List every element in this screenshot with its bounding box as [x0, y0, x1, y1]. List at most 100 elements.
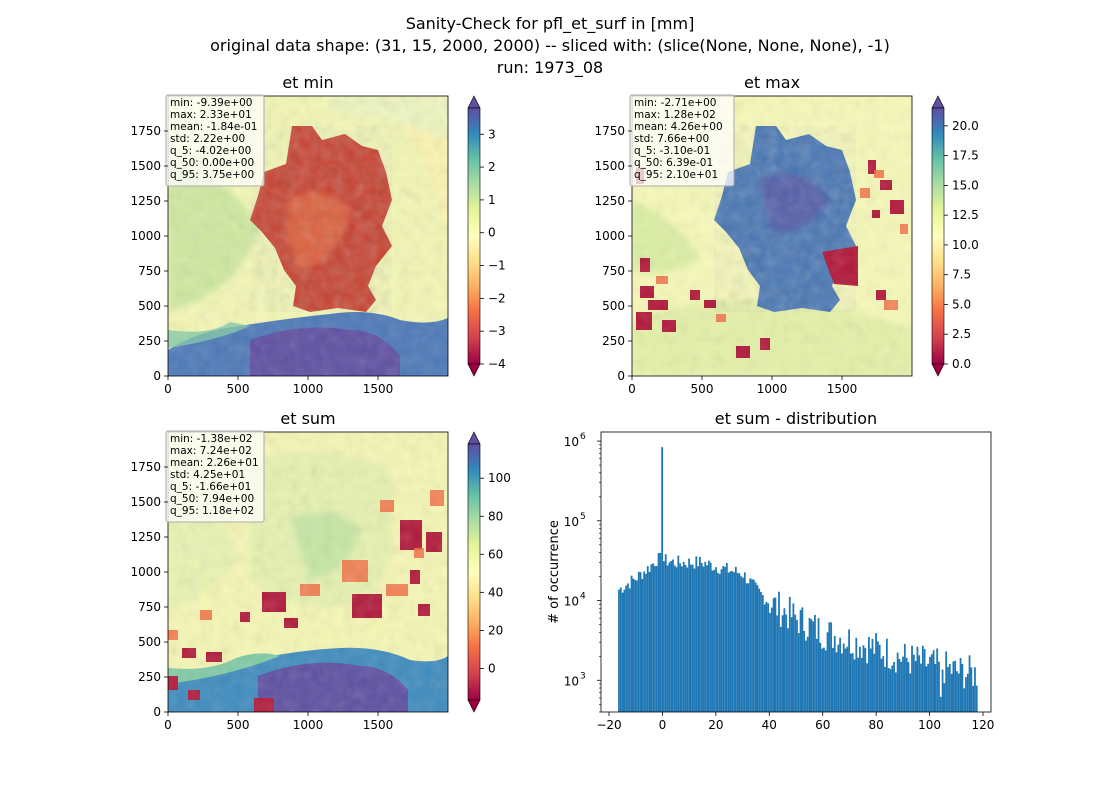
histogram-bar	[866, 663, 868, 712]
stat-min: min: -1.38e+02	[170, 433, 252, 445]
histogram-bar	[618, 589, 620, 712]
stats-box-et-min: min: -9.39e+00 max: 2.33e+01 mean: -1.84…	[165, 94, 265, 187]
histogram-bar	[706, 565, 708, 712]
colorbar-tick-label: 20	[488, 623, 503, 637]
histogram-bar	[749, 578, 752, 712]
stat-mean: mean: 4.26e+00	[634, 121, 723, 133]
colorbar-tick-label: 20.0	[952, 119, 979, 133]
histogram-bar	[965, 677, 967, 712]
histogram-bar	[875, 633, 877, 712]
histogram-bar	[927, 663, 930, 712]
x-tick-label: 80	[868, 718, 883, 732]
x-tick-label: 1000	[293, 382, 324, 396]
histogram-bar	[648, 571, 651, 712]
panel-et-min: et min min: -9.39e+00 max: 2.33e+01 mean…	[130, 73, 505, 396]
histogram-bar	[691, 564, 694, 712]
histogram-bar	[925, 666, 928, 712]
histogram-bar	[684, 564, 687, 712]
y-tick-exponent: 5	[580, 512, 586, 522]
x-tick-label: 500	[227, 382, 250, 396]
histogram-bar	[716, 572, 719, 712]
y-tick-label: 250	[138, 670, 161, 684]
x-tick-label: 1500	[827, 382, 858, 396]
y-tick-exponent: 6	[580, 432, 586, 442]
histogram-bar	[718, 573, 721, 712]
histogram-bar	[751, 579, 753, 712]
histogram-bar	[821, 648, 824, 712]
colorbar-et-min: −4 −3 −2 −1 0 1 2 3	[467, 95, 506, 377]
histogram-bar	[810, 619, 813, 712]
histogram-bar	[824, 650, 827, 712]
histogram-bar	[920, 663, 922, 712]
histogram-bar	[880, 658, 883, 712]
histogram-bar	[914, 660, 917, 712]
y-tick-label: 1500	[130, 495, 161, 509]
axis-ticks-et-sum: 0 500 1000 1500 0 250 500 750 1000 1250 1500 1750	[130, 460, 393, 732]
colorbar-tick-label: 60	[488, 547, 503, 561]
histogram-bar	[858, 646, 861, 712]
histogram-bar	[882, 656, 885, 712]
histogram-bar	[778, 591, 780, 712]
histogram-bar	[769, 612, 771, 712]
stat-min: min: -9.39e+00	[170, 97, 252, 109]
histogram-bar	[704, 561, 707, 712]
stat-max: max: 1.28e+02	[634, 109, 716, 121]
histogram-bar	[815, 638, 818, 712]
colorbar-tick-label: 100	[488, 471, 511, 485]
histogram-bar	[758, 588, 761, 712]
histogram-bar	[785, 614, 788, 712]
histogram-bar	[636, 580, 638, 712]
histogram-bar	[867, 637, 870, 712]
colorbar-tick-label: 0	[488, 661, 496, 675]
histogram-bar	[936, 648, 939, 712]
histogram-bar	[853, 659, 856, 712]
x-tick-label: 0	[659, 718, 667, 732]
histogram-bar	[826, 632, 829, 712]
histogram-bar	[938, 661, 940, 712]
histogram-bar	[921, 645, 924, 712]
histogram-bar	[801, 607, 804, 712]
x-tick-label: 120	[972, 718, 995, 732]
histogram-bar	[970, 667, 973, 712]
histogram-bar	[912, 654, 915, 712]
histogram-bar	[738, 573, 741, 712]
histogram-bar	[887, 667, 890, 712]
histogram-bar	[781, 615, 784, 712]
stat-q95: q_95: 1.18e+02	[170, 505, 254, 517]
y-tick-label: 500	[138, 299, 161, 313]
axis-ticks-et-max: 0 500 1000 1500 0 250 500 750 1000 1250 1500 1750	[594, 124, 857, 396]
colorbar-tick-label: 12.5	[952, 208, 979, 222]
colorbar-tick-label: 0	[488, 226, 496, 240]
histogram-bar	[657, 553, 660, 712]
histogram-bar	[654, 566, 656, 712]
histogram-bar	[686, 567, 689, 712]
stat-mean: mean: -1.84e-01	[170, 121, 257, 133]
histogram-bar	[695, 556, 698, 712]
histogram-bar	[891, 665, 894, 712]
histogram-bar	[860, 657, 863, 712]
histogram-bar	[628, 588, 631, 712]
histogram-bar	[873, 653, 876, 712]
y-tick-label: 1250	[594, 194, 625, 208]
panel-et-max: et max	[594, 73, 978, 396]
histogram-bar	[864, 648, 867, 712]
histogram-bar	[857, 657, 859, 712]
y-tick-label: 1750	[130, 124, 161, 138]
histogram-bar	[655, 566, 658, 712]
histogram-bar	[855, 637, 858, 712]
histogram-bar	[929, 656, 931, 712]
histogram-bar	[828, 622, 831, 712]
histogram-bar	[720, 569, 723, 712]
panel-et-sum: et sum	[130, 409, 510, 732]
stat-min: min: -2.71e+00	[634, 97, 716, 109]
histogram-bar	[896, 652, 899, 712]
histogram-bar	[783, 608, 786, 712]
colorbar-tick-label: 15.0	[952, 178, 979, 192]
stat-max: max: 7.24e+02	[170, 445, 252, 457]
histogram-bar	[630, 575, 633, 712]
histogram-bar	[725, 563, 728, 712]
histogram-bar	[848, 629, 851, 712]
histogram-bar	[659, 553, 662, 712]
histogram-bar	[715, 567, 717, 712]
histogram-bar	[945, 651, 948, 712]
